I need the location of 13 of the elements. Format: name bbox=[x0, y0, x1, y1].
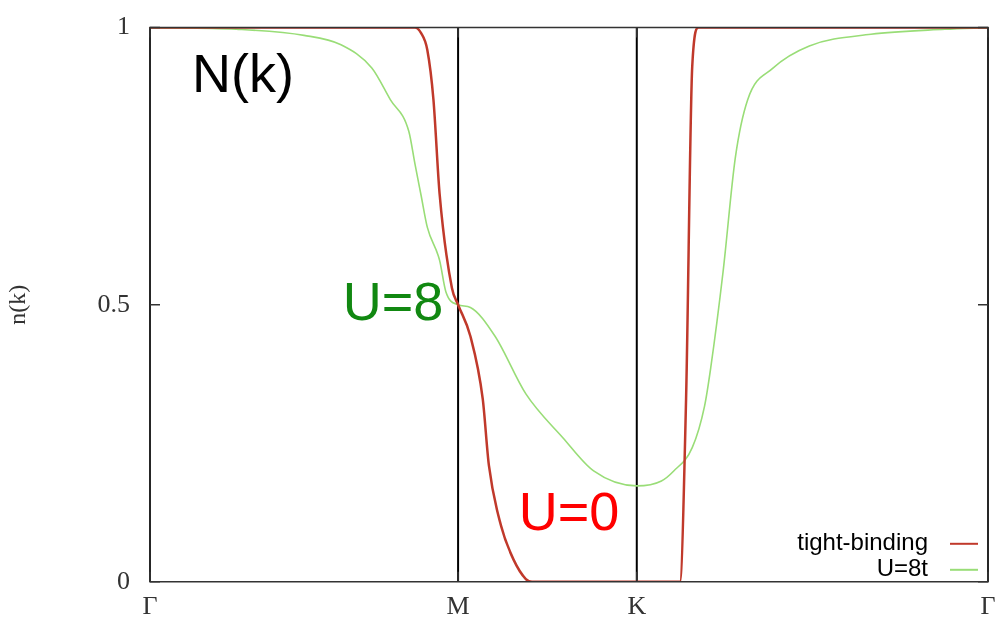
y-tick-label: 1 bbox=[117, 11, 130, 41]
x-tick-label: Γ bbox=[142, 591, 158, 621]
annotation: U=8 bbox=[342, 270, 444, 331]
y-axis-title: n(k) bbox=[3, 284, 30, 325]
x-tick-label: Γ bbox=[980, 591, 996, 621]
annotation: U=0 bbox=[518, 481, 620, 542]
x-tick-label: M bbox=[446, 591, 470, 621]
y-tick-label: 0.5 bbox=[97, 288, 130, 318]
legend-label: tight-binding bbox=[797, 528, 928, 556]
x-tick-label: K bbox=[627, 591, 647, 621]
y-tick-label: 0 bbox=[117, 565, 130, 595]
annotation: N(k) bbox=[191, 43, 294, 104]
legend-label: U=8t bbox=[876, 554, 929, 582]
